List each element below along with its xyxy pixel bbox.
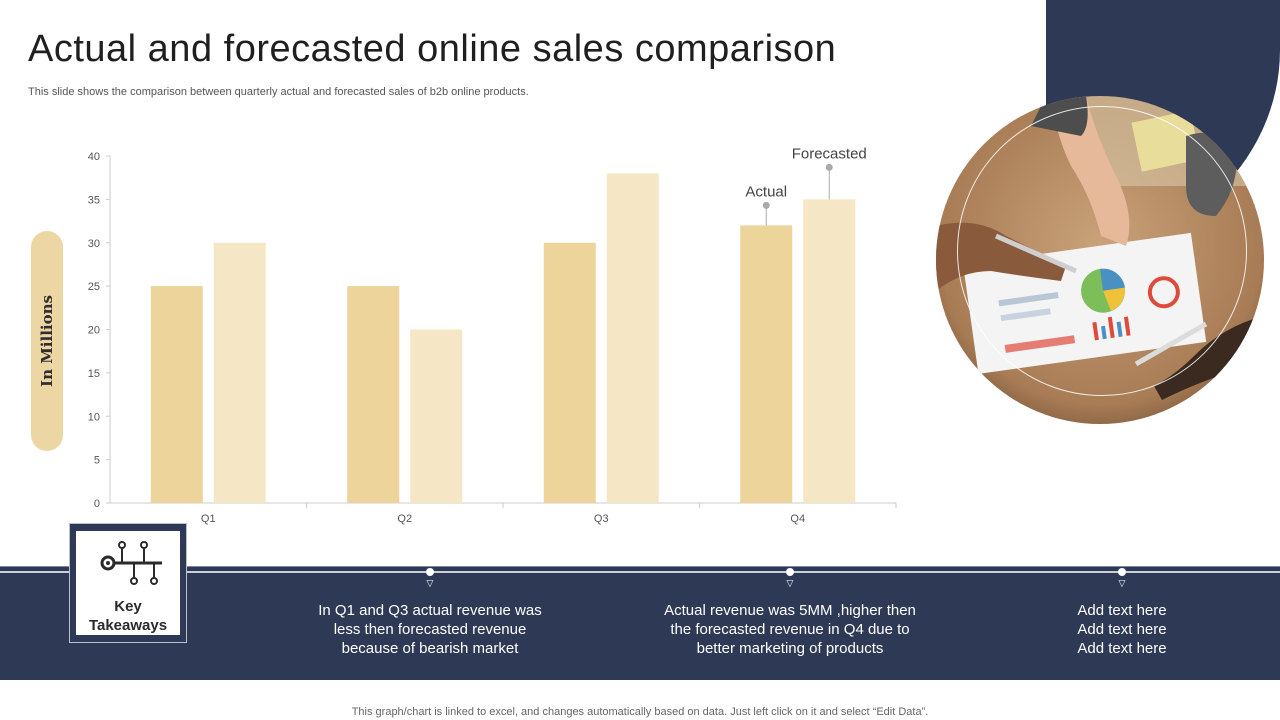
takeaway-1-line3: because of bearish market [341,640,519,657]
y-tick-label: 40 [88,151,100,163]
key-takeaways-line1: Key [114,598,142,615]
y-axis-label-pill [31,231,63,451]
timeline-icon [100,541,162,585]
key-takeaways-line2: Takeaways [88,617,168,634]
timeline-marker-3 [1118,568,1126,576]
takeaway-2: Actual revenue was 5MM ,higher then the … [655,601,925,658]
down-triangle-icon: ▽ [426,578,434,588]
bar-actual-q2 [347,286,400,503]
band-timeline-line [0,571,1280,573]
y-tick-label: 15 [88,368,100,380]
bar-actual-q1 [150,286,203,503]
footer-note: This graph/chart is linked to excel, and… [351,706,929,718]
takeaway-3-line2: Add text here [1077,621,1167,638]
bar-actual-q3 [543,242,596,503]
down-triangle-icon: ▽ [1118,578,1126,588]
y-tick-label: 10 [88,411,100,423]
x-tick-label: Q3 [594,513,609,525]
y-tick-label: 30 [88,238,100,250]
takeaway-3-line1: Add text here [1077,602,1167,619]
takeaway-1-line2: less then forecasted revenue [333,621,527,638]
bar-actual-q4 [740,225,793,503]
callout-dot [762,201,770,209]
takeaway-3: Add text here Add text here Add text her… [987,601,1257,658]
takeaway-3-line3: Add text here [1077,640,1167,657]
key-takeaways-box: Key Takeaways [69,523,187,643]
key-takeaways-label: Key Takeaways [76,597,180,635]
page-subtitle: This slide shows the comparison between … [28,86,529,98]
bar-forecasted-q1 [213,242,266,503]
timeline-marker-1 [426,568,434,576]
photo-ring [957,106,1247,396]
x-tick-label: Q1 [201,513,216,525]
band-top-edge [0,566,1280,567]
x-tick-label: Q4 [790,513,805,525]
x-tick-label: Q2 [397,513,412,525]
legend-label-forecasted: Forecasted [792,145,867,162]
y-tick-label: 20 [88,325,100,337]
takeaway-1: In Q1 and Q3 actual revenue was less the… [295,601,565,658]
bar-forecasted-q2 [410,329,463,503]
down-triangle-icon: ▽ [786,578,794,588]
y-tick-label: 5 [94,455,100,467]
bar-forecasted-q4 [803,199,856,503]
takeaway-2-line1: Actual revenue was 5MM ,higher then [664,602,916,619]
takeaway-1-line1: In Q1 and Q3 actual revenue was [318,602,542,619]
legend-label-actual: Actual [745,183,787,200]
takeaway-2-line2: the forecasted revenue in Q4 due to [670,621,910,638]
page-title: Actual and forecasted online sales compa… [28,28,837,70]
callout-dot [825,163,833,171]
y-tick-label: 0 [94,498,100,510]
takeaways-band [0,566,1280,680]
takeaway-2-line3: better marketing of products [696,640,884,657]
y-tick-label: 35 [88,194,100,206]
bar-forecasted-q3 [606,173,659,503]
timeline-marker-2 [786,568,794,576]
y-tick-label: 25 [88,281,100,293]
